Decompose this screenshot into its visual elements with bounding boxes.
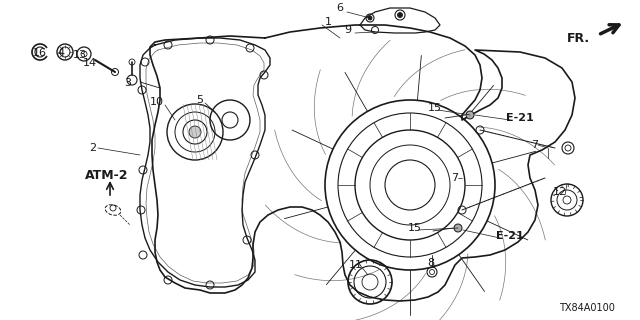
Text: 11: 11 [349, 260, 363, 270]
Circle shape [466, 111, 474, 119]
Text: 7: 7 [451, 173, 459, 183]
Text: 8: 8 [428, 258, 435, 268]
Circle shape [454, 224, 462, 232]
Text: 1: 1 [324, 17, 332, 27]
Circle shape [397, 12, 403, 18]
Text: 7: 7 [531, 140, 539, 150]
Text: 14: 14 [83, 58, 97, 68]
Text: FR.: FR. [567, 31, 590, 44]
Text: ATM-2: ATM-2 [85, 169, 129, 181]
Text: 5: 5 [196, 95, 204, 105]
Text: 6: 6 [337, 3, 344, 13]
Circle shape [368, 16, 372, 20]
Text: 3: 3 [125, 78, 131, 88]
Circle shape [189, 126, 201, 138]
Text: E-21: E-21 [496, 231, 524, 241]
Text: 13: 13 [73, 50, 87, 60]
Text: 4: 4 [58, 48, 65, 58]
Text: 2: 2 [90, 143, 97, 153]
Text: 16: 16 [33, 48, 47, 58]
Text: 10: 10 [150, 97, 164, 107]
Text: 15: 15 [408, 223, 422, 233]
Text: E-21: E-21 [506, 113, 534, 123]
Text: 12: 12 [553, 187, 567, 197]
Text: TX84A0100: TX84A0100 [559, 303, 615, 313]
Text: 15: 15 [428, 103, 442, 113]
Text: 9: 9 [344, 25, 351, 35]
